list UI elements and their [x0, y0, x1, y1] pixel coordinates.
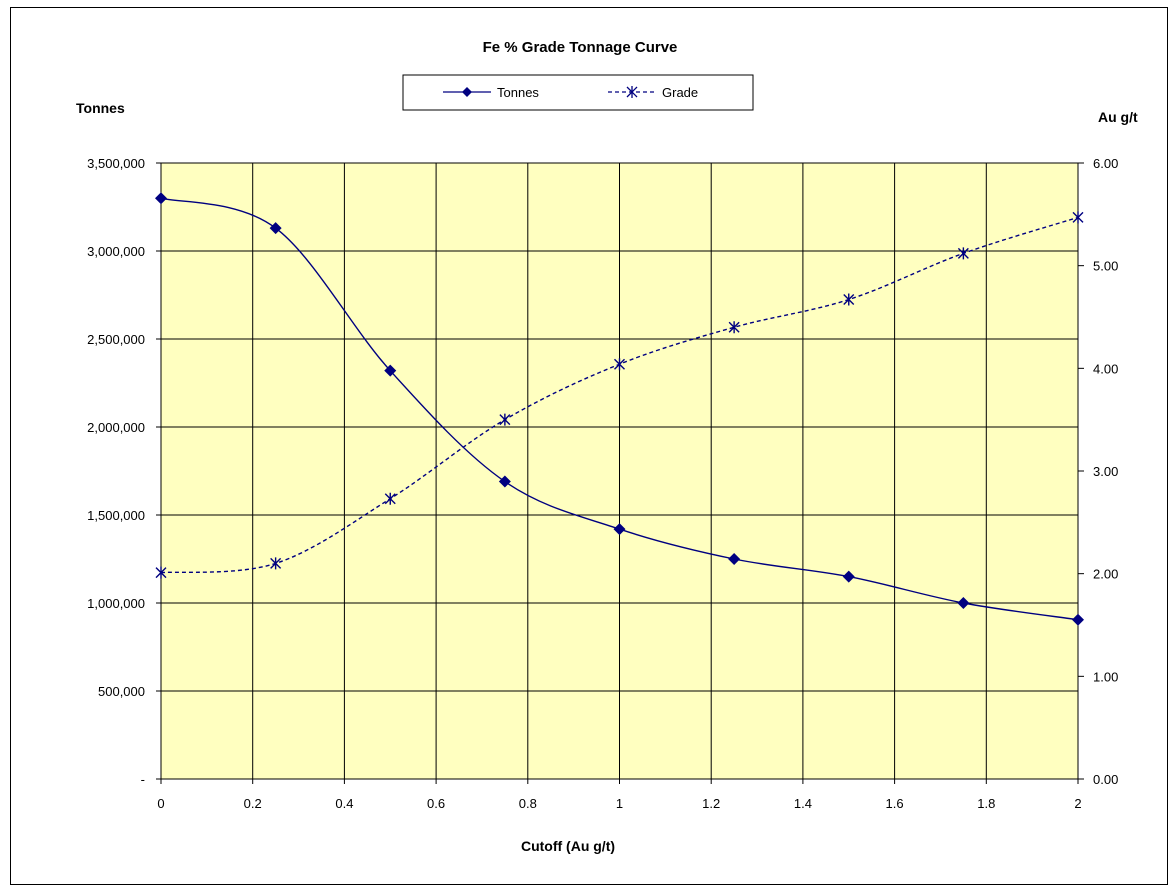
data-point-grade — [614, 358, 625, 371]
x-tick-label: 0.6 — [427, 796, 445, 811]
data-point-tonnes — [728, 553, 741, 565]
x-tick-label: 1.6 — [886, 796, 904, 811]
x-tick-label: 1.4 — [794, 796, 812, 811]
chart-frame: Fe % Grade Tonnage Curve Tonnes Grade To… — [10, 7, 1168, 885]
data-point-tonnes — [613, 523, 626, 536]
x-tick-label: 1.8 — [977, 796, 995, 811]
y-left-tick-label: 2,000,000 — [87, 420, 145, 435]
y-right-tick-label: 0.00 — [1093, 772, 1118, 787]
data-point-grade — [270, 557, 282, 570]
chart-title: Fe % Grade Tonnage Curve — [483, 39, 678, 56]
data-point-grade — [843, 293, 855, 306]
data-point-grade — [1072, 211, 1084, 224]
x-axis-title: Cutoff (Au g/t) — [521, 838, 615, 854]
data-point-tonnes — [842, 570, 855, 583]
y-left-tick-label: 3,000,000 — [87, 244, 145, 259]
x-tick-label: 0.2 — [244, 796, 262, 811]
x-tick-label: 0.8 — [519, 796, 537, 811]
data-point-grade — [957, 247, 969, 260]
y-right-tick-label: 6.00 — [1093, 156, 1118, 171]
legend: Tonnes Grade — [402, 74, 754, 111]
chart-svg: Fe % Grade Tonnage Curve Tonnes Grade To… — [76, 39, 1138, 854]
y-left-tick-label: 3,500,000 — [87, 156, 145, 171]
data-point-tonnes — [269, 222, 282, 235]
y-left-tick-label: 500,000 — [98, 684, 145, 699]
y-left-tick-label: 1,500,000 — [87, 508, 145, 523]
data-point-grade — [155, 566, 167, 579]
y-axis-right-title: Au g/t — [1098, 109, 1138, 125]
data-point-grade — [728, 321, 740, 334]
data-point-tonnes — [1072, 613, 1084, 626]
plot-area: 0 0.2 0.4 0.6 0.8 1 1.2 1.4 1.6 1.8 2 - 500,000 1,000… — [87, 156, 1118, 811]
y-right-tick-label: 4.00 — [1093, 361, 1118, 376]
y-left-tick-label: - — [141, 772, 145, 787]
legend-marker-tonnes — [462, 87, 472, 97]
x-tick-label: 1.2 — [702, 796, 720, 811]
legend-label-tonnes: Tonnes — [497, 85, 539, 100]
x-tick-label: 0.4 — [335, 796, 353, 811]
data-point-tonnes — [384, 364, 397, 377]
legend-marker-grade — [626, 86, 638, 98]
x-tick-label: 0 — [157, 796, 164, 811]
data-point-tonnes — [957, 597, 970, 609]
legend-label-grade: Grade — [662, 85, 698, 100]
y-right-tick-label: 5.00 — [1093, 259, 1118, 274]
y-axis-left-title: Tonnes — [76, 100, 125, 116]
y-right-tick-label: 1.00 — [1093, 669, 1118, 684]
y-left-tick-label: 2,500,000 — [87, 332, 145, 347]
plot-border — [160, 162, 1079, 780]
y-left-tick-label: 1,000,000 — [87, 596, 145, 611]
data-point-tonnes — [498, 475, 511, 488]
data-point-grade — [384, 492, 396, 505]
y-right-tick-label: 2.00 — [1093, 567, 1118, 582]
x-tick-label: 2 — [1074, 796, 1081, 811]
series-line-tonnes — [160, 197, 1079, 621]
x-tick-label: 1 — [616, 796, 623, 811]
y-right-tick-label: 3.00 — [1093, 464, 1118, 479]
data-point-grade — [499, 413, 511, 426]
data-point-tonnes — [155, 192, 167, 205]
